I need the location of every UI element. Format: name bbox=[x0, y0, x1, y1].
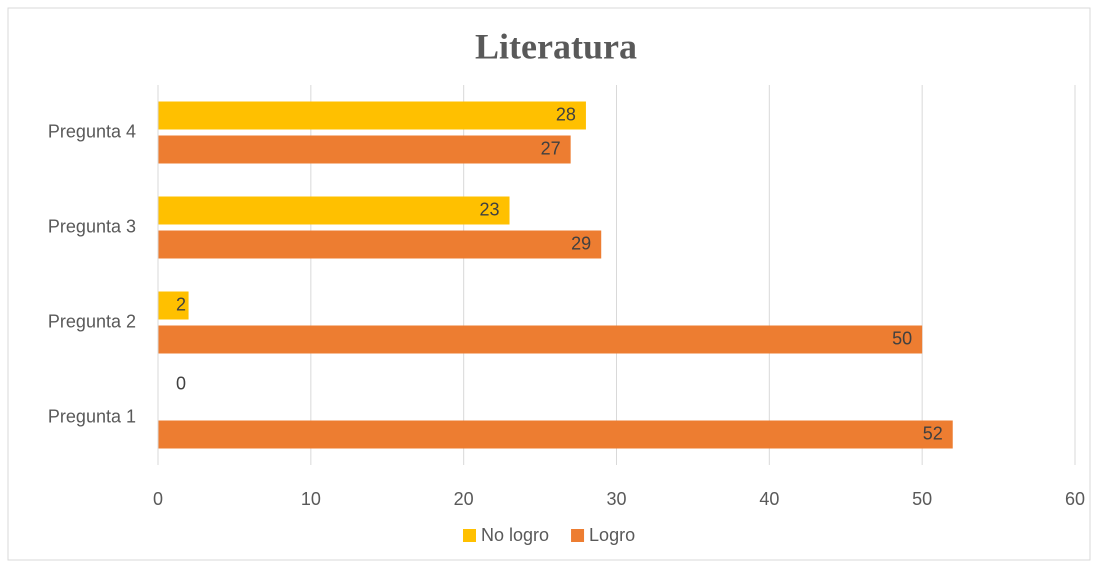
y-tick-label: Pregunta 2 bbox=[48, 311, 136, 331]
bar bbox=[158, 101, 586, 130]
data-label: 28 bbox=[556, 104, 576, 124]
legend-label: No logro bbox=[481, 525, 549, 545]
chart-frame bbox=[7, 7, 1091, 561]
bar bbox=[158, 291, 189, 320]
legend-swatch bbox=[463, 529, 476, 542]
y-tick-label: Pregunta 1 bbox=[48, 406, 136, 426]
x-tick-label: 50 bbox=[912, 489, 932, 509]
x-tick-label: 30 bbox=[606, 489, 626, 509]
data-label: 29 bbox=[571, 233, 591, 253]
legend-label: Logro bbox=[589, 525, 635, 545]
data-label: 0 bbox=[176, 373, 186, 393]
data-label: 50 bbox=[892, 328, 912, 348]
x-tick-label: 60 bbox=[1065, 489, 1085, 509]
data-label: 23 bbox=[479, 199, 499, 219]
x-tick-label: 40 bbox=[759, 489, 779, 509]
bar bbox=[158, 196, 510, 225]
x-tick-label: 0 bbox=[153, 489, 163, 509]
legend-swatch bbox=[571, 529, 585, 542]
data-label: 2 bbox=[176, 294, 186, 314]
data-label: 52 bbox=[923, 423, 943, 443]
bar bbox=[158, 230, 602, 259]
bar bbox=[158, 325, 923, 354]
data-label: 27 bbox=[541, 138, 561, 158]
x-tick-label: 20 bbox=[454, 489, 474, 509]
y-tick-label: Pregunta 3 bbox=[48, 216, 136, 236]
bar bbox=[158, 135, 571, 164]
bar bbox=[158, 420, 953, 449]
y-tick-label: Pregunta 4 bbox=[48, 121, 136, 141]
x-tick-label: 10 bbox=[301, 489, 321, 509]
chart-title: Literatura bbox=[475, 26, 637, 66]
